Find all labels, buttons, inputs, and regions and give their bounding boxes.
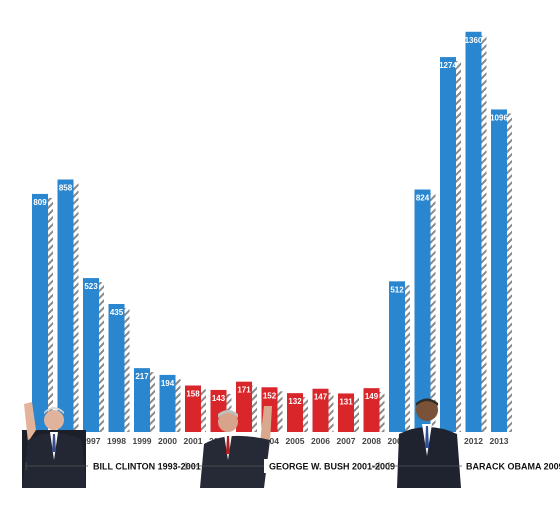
bar-value-label: 132 [288,397,302,406]
bar-shadow [328,392,334,432]
bar-rect [108,303,125,432]
bar-rect [32,193,48,432]
year-label-2005: 2005 [286,436,305,446]
bar-shadow [252,385,257,432]
bar-rect [57,179,74,432]
bar-value-label: 194 [161,379,175,388]
bar-shadow [507,113,512,432]
year-label-1998: 1998 [107,436,126,446]
bar-rect [338,393,354,432]
year-label-2013: 2013 [490,436,509,446]
bar-value-label: 217 [135,372,149,381]
obama-label: BARACK OBAMA 2009- [466,462,560,472]
bar-1999: 217 [134,368,155,432]
bar-2012: 1360 [465,31,487,433]
bar-value-label: 158 [186,390,200,399]
year-label-2007: 2007 [337,436,356,446]
bush-bracket: GEORGE W. BUSH 2001-2009 [185,459,395,473]
year-label-1999: 1999 [133,436,152,446]
bar-value-label: 171 [237,386,251,395]
bar-shadow [379,392,385,432]
bar-rect [491,109,507,432]
year-label-1997: 1997 [82,436,101,446]
bar-rect [312,388,329,432]
bar-1998: 435 [108,303,130,432]
bar-2010: 824 [414,189,436,432]
bar-rect [159,374,176,432]
bar-rect [287,393,303,432]
bush-photo [200,406,272,488]
bar-2013: 1096 [490,109,512,432]
bar-rect [414,189,431,432]
bar-rect [440,57,456,433]
bar-2006: 147 [312,388,334,432]
bar-2008: 149 [363,388,385,432]
bar-value-label: 1360 [465,36,483,45]
obama-bracket: BARACK OBAMA 2009- [388,459,560,473]
bar-shadow [99,282,104,432]
bar-rect [134,368,150,432]
bar-rect [185,385,201,432]
bar-shadow [405,285,410,432]
bar-shadow [430,193,436,432]
clinton-label: BILL CLINTON 1993-2001 [93,462,201,472]
bar-value-label: 824 [416,194,430,203]
bar-rect [363,388,380,432]
bars-group: 809 858 523 435 217 194 158 143 171 152 132 147 131 1… [32,31,512,433]
bar-value-label: 435 [110,308,124,317]
bar-1996: 858 [57,179,79,432]
bar-value-label: 858 [59,184,73,193]
obama-photo [397,398,461,488]
bar-value-label: 149 [365,392,379,401]
bar-shadow [201,389,206,432]
bar-2000: 194 [159,374,181,432]
bar-shadow [456,61,461,433]
bar-2003: 171 [236,381,257,432]
bar-value-label: 523 [84,282,98,291]
bar-2005: 132 [287,393,308,432]
year-label-2008: 2008 [362,436,381,446]
bar-shadow [277,391,283,432]
bar-shadow [73,183,79,432]
bar-shadow [124,307,130,432]
bar-value-label: 147 [314,393,328,402]
bar-shadow [354,397,359,432]
bar-value-label: 1096 [490,113,508,122]
bar-value-label: 131 [339,397,353,406]
bar-shadow [175,378,181,432]
bar-rect [465,31,482,433]
bar-2011: 1274 [439,57,461,433]
bar-shadow [481,35,487,433]
clinton-bracket: BILL CLINTON 1993-2001 [25,459,201,473]
clinton-photo [22,402,86,488]
bar-1997: 523 [83,278,104,432]
bar-1995: 809 [32,193,53,432]
bar-shadow [303,397,308,432]
year-label-2001: 2001 [184,436,203,446]
bar-shadow [48,197,53,432]
bar-rect [389,281,405,432]
year-label-2006: 2006 [311,436,330,446]
bar-2009: 512 [389,281,410,432]
year-label-2012: 2012 [464,436,483,446]
year-label-2000: 2000 [158,436,177,446]
bush-label: GEORGE W. BUSH 2001-2009 [269,462,395,472]
bar-2007: 131 [338,393,359,432]
bar-value-label: 143 [212,394,226,403]
bar-2001: 158 [185,385,206,432]
bar-value-label: 512 [390,285,404,294]
bar-shadow [150,372,155,432]
bar-value-label: 809 [33,198,47,207]
bar-value-label: 152 [263,391,277,400]
bar-rect [236,381,252,432]
year-label-2009: 2009 [388,436,407,446]
bar-rect [83,278,99,432]
bar-value-label: 1274 [439,61,457,70]
